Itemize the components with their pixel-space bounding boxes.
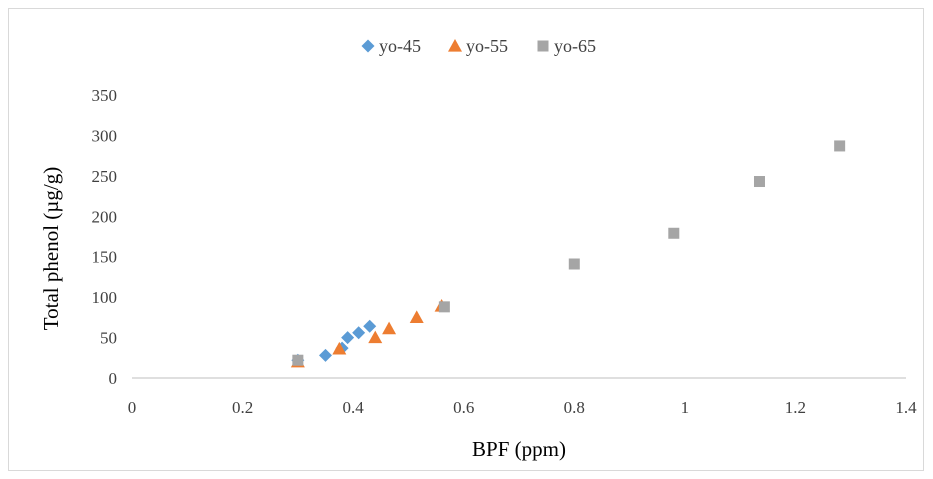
legend-marker bbox=[361, 39, 375, 53]
y-axis-title: Total phenol (µg/g) bbox=[39, 167, 63, 330]
legend: yo-45 yo-55 yo-65 bbox=[361, 36, 596, 56]
y-tick-label: 100 bbox=[92, 288, 118, 307]
legend-item: yo-65 bbox=[537, 36, 596, 56]
x-tick-label: 0.2 bbox=[232, 398, 253, 417]
data-point bbox=[341, 331, 355, 345]
data-point bbox=[382, 321, 397, 335]
x-tick-label: 0.6 bbox=[453, 398, 474, 417]
data-point bbox=[834, 140, 846, 152]
x-tick-label: 0.8 bbox=[564, 398, 585, 417]
chart-frame bbox=[8, 8, 924, 471]
series-yo-55 bbox=[290, 299, 449, 368]
data-point bbox=[332, 341, 347, 355]
data-point bbox=[368, 330, 383, 344]
x-tick-label: 0.4 bbox=[343, 398, 365, 417]
data-point bbox=[568, 258, 580, 270]
legend-marker bbox=[448, 39, 462, 52]
legend-item: yo-55 bbox=[448, 36, 508, 56]
x-tick-label: 1 bbox=[681, 398, 690, 417]
data-point bbox=[352, 326, 366, 340]
data-point bbox=[292, 354, 304, 366]
legend-label: yo-45 bbox=[379, 36, 421, 56]
y-tick-label: 200 bbox=[92, 207, 118, 226]
legend-label: yo-55 bbox=[466, 36, 508, 56]
legend-marker bbox=[537, 40, 549, 52]
y-tick-label: 150 bbox=[92, 248, 118, 267]
series-yo-65 bbox=[292, 140, 846, 366]
series-yo-45 bbox=[291, 319, 377, 367]
legend-item: yo-45 bbox=[361, 36, 421, 56]
data-point bbox=[438, 301, 450, 313]
data-point bbox=[363, 319, 377, 333]
x-tick-label: 1.4 bbox=[895, 398, 917, 417]
y-axis-ticks: 0 50 100 150 200 250 300 350 bbox=[92, 86, 118, 388]
data-point bbox=[409, 310, 424, 323]
data-series bbox=[290, 140, 846, 368]
data-point bbox=[668, 227, 680, 239]
x-tick-label: 0 bbox=[128, 398, 137, 417]
data-point bbox=[753, 176, 765, 188]
x-axis-title: BPF (ppm) bbox=[472, 437, 566, 461]
y-tick-label: 0 bbox=[109, 369, 118, 388]
y-tick-label: 50 bbox=[100, 329, 117, 348]
y-tick-label: 350 bbox=[92, 86, 118, 105]
y-tick-label: 250 bbox=[92, 167, 118, 186]
x-axis-ticks: 0 0.2 0.4 0.6 0.8 1 1.2 1.4 bbox=[128, 398, 917, 417]
x-tick-label: 1.2 bbox=[785, 398, 806, 417]
legend-label: yo-65 bbox=[554, 36, 596, 56]
y-tick-label: 300 bbox=[92, 126, 118, 145]
data-point bbox=[319, 348, 332, 362]
